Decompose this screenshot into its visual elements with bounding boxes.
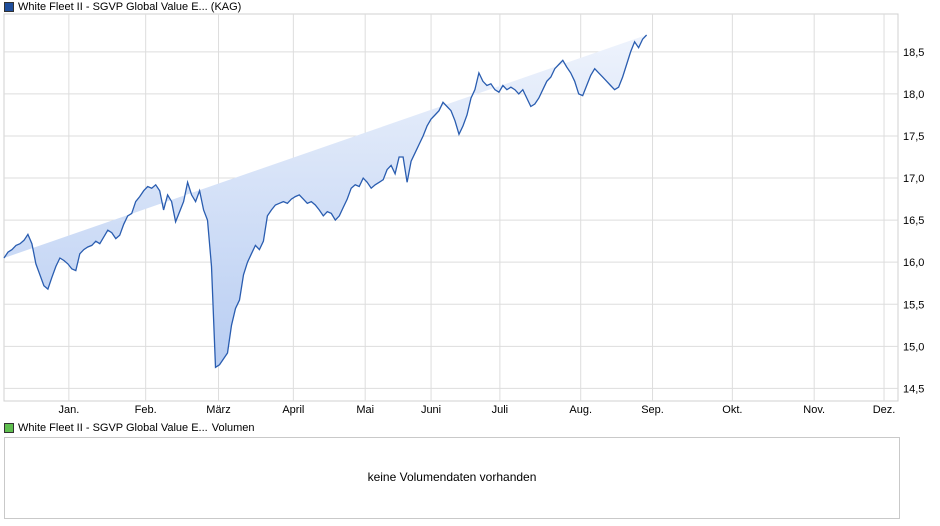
y-tick-label: 14,5 <box>903 383 924 395</box>
y-tick-label: 18,0 <box>903 89 924 101</box>
y-tick-label: 17,0 <box>903 173 924 185</box>
volume-panel: keine Volumendaten vorhanden <box>4 437 900 519</box>
y-tick-label: 17,5 <box>903 131 924 143</box>
x-tick-label: Jan. <box>58 404 79 416</box>
x-tick-label: Juli <box>492 404 509 416</box>
volume-legend-swatch <box>4 423 14 433</box>
y-tick-label: 18,5 <box>903 47 924 59</box>
price-chart: 14,5 15,0 15,5 16,0 16,5 17,0 17,5 18,0 18,5 Jan… <box>3 13 924 416</box>
x-tick-label: Mai <box>356 404 374 416</box>
plot-frame <box>3 13 899 402</box>
price-legend-swatch <box>4 2 14 12</box>
x-tick-label: Juni <box>421 404 441 416</box>
price-legend-label: White Fleet II - SGVP Global Value E... … <box>18 1 242 13</box>
price-area <box>4 35 647 368</box>
y-tick-label: 15,5 <box>903 299 924 311</box>
x-tick-label: Nov. <box>803 404 825 416</box>
x-tick-label: Aug. <box>569 404 592 416</box>
y-tick-label: 16,5 <box>903 215 924 227</box>
x-axis-ticks: Jan. Feb. März April Mai Juni Juli Aug. Sep. Okt.… <box>58 404 895 416</box>
x-tick-label: Okt. <box>722 404 742 416</box>
volume-legend-name: White Fleet II - SGVP Global Value E... <box>18 422 208 434</box>
x-tick-label: April <box>282 404 304 416</box>
x-tick-label: Feb. <box>135 404 157 416</box>
x-tick-label: März <box>206 404 230 416</box>
grid-lines <box>4 14 898 401</box>
y-tick-label: 16,0 <box>903 257 924 269</box>
volume-empty-message: keine Volumendaten vorhanden <box>367 470 537 484</box>
x-tick-label: Sep. <box>641 404 664 416</box>
y-tick-label: 15,0 <box>903 341 924 353</box>
price-line <box>3 34 648 369</box>
price-legend: White Fleet II - SGVP Global Value E... … <box>4 0 241 14</box>
y-axis-ticks: 14,5 15,0 15,5 16,0 16,5 17,0 17,5 18,0 18,5 <box>903 47 924 396</box>
volume-legend-suffix: Volumen <box>211 422 255 434</box>
x-tick-label: Dez. <box>873 404 896 416</box>
volume-legend: White Fleet II - SGVP Global Value E... … <box>4 421 255 435</box>
